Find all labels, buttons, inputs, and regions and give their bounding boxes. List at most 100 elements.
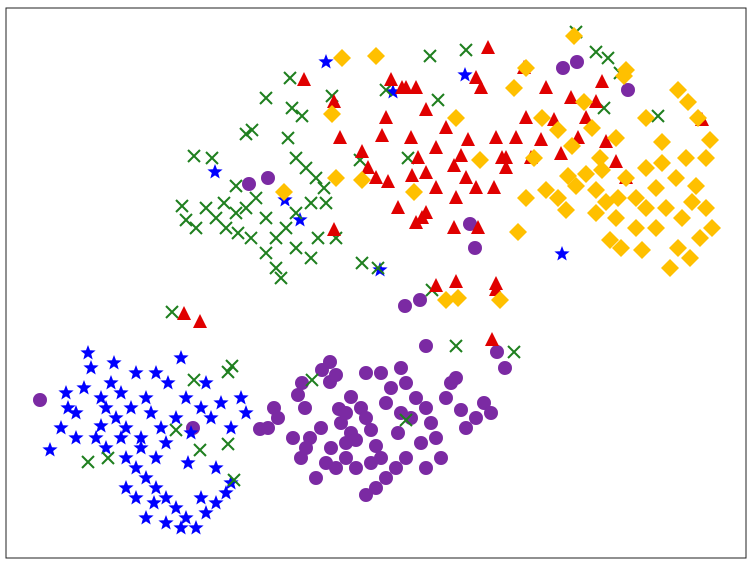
point (449, 274, 463, 288)
point (409, 80, 423, 94)
point (223, 420, 239, 435)
point (395, 80, 409, 94)
point (463, 217, 477, 231)
point (587, 204, 605, 222)
point (637, 199, 655, 217)
point (359, 411, 373, 425)
point (454, 403, 468, 417)
point-stroke (309, 171, 323, 185)
point (285, 101, 299, 115)
point-stroke (187, 149, 201, 163)
point (193, 490, 209, 505)
point-stroke (289, 151, 303, 165)
point (68, 430, 84, 445)
point (459, 43, 473, 57)
point (399, 451, 413, 465)
point (225, 359, 239, 373)
point-stroke (289, 241, 303, 255)
point (319, 196, 333, 210)
point (399, 376, 413, 390)
point (471, 220, 485, 234)
point-stroke (205, 151, 219, 165)
point (593, 161, 611, 179)
point-stroke (244, 231, 258, 245)
point (158, 515, 174, 530)
point-stroke (221, 365, 235, 379)
point (179, 213, 193, 227)
point (227, 473, 241, 487)
point (183, 425, 199, 440)
point (534, 132, 548, 146)
point-stroke (101, 451, 115, 465)
point (539, 80, 553, 94)
point (106, 355, 122, 370)
point-stroke (304, 251, 318, 265)
point-stroke (229, 206, 243, 220)
point (327, 169, 345, 187)
point (509, 223, 527, 241)
point (669, 239, 687, 257)
point (327, 222, 341, 236)
point-stroke (219, 221, 233, 235)
point (369, 170, 383, 184)
point-stroke (259, 91, 273, 105)
point (295, 376, 309, 390)
point (575, 93, 593, 111)
point (118, 420, 134, 435)
point (459, 170, 473, 184)
point (98, 440, 114, 455)
point (627, 189, 645, 207)
point (498, 361, 512, 375)
point (661, 259, 679, 277)
point (58, 385, 74, 400)
point (398, 299, 412, 313)
point (213, 395, 229, 410)
point (333, 49, 351, 67)
point (583, 119, 601, 137)
point (148, 480, 164, 495)
point (485, 332, 499, 346)
point-stroke (401, 151, 415, 165)
point (587, 181, 605, 199)
point (329, 368, 343, 382)
point (271, 411, 285, 425)
point (519, 110, 533, 124)
point (305, 373, 319, 387)
point (554, 146, 568, 160)
point (449, 371, 463, 385)
point (193, 314, 207, 328)
point (689, 109, 707, 127)
point (491, 291, 509, 309)
point (324, 441, 338, 455)
point (83, 360, 99, 375)
point (579, 110, 593, 124)
point (53, 420, 69, 435)
point (178, 390, 194, 405)
point (379, 110, 393, 124)
point (673, 209, 691, 227)
point (158, 435, 174, 450)
point (471, 151, 489, 169)
point (653, 154, 671, 172)
point (133, 430, 149, 445)
point-stroke (229, 179, 243, 193)
point (615, 67, 633, 85)
point-stroke (187, 373, 201, 387)
point (404, 130, 418, 144)
point-stroke (304, 196, 318, 210)
point-stroke (269, 261, 283, 275)
point (533, 109, 551, 127)
point (103, 375, 119, 390)
point (537, 181, 555, 199)
point-stroke (399, 413, 413, 427)
point (317, 181, 331, 195)
point (617, 169, 635, 187)
point (289, 241, 303, 255)
point (554, 246, 570, 261)
point (481, 40, 495, 54)
point (118, 480, 134, 495)
point (177, 306, 191, 320)
point (314, 421, 328, 435)
point (449, 190, 463, 204)
point (369, 481, 383, 495)
